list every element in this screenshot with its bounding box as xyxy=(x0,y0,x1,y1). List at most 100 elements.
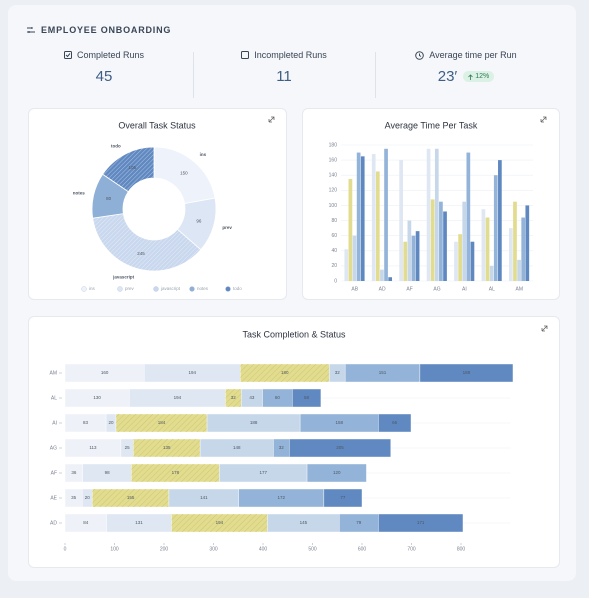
bar xyxy=(360,156,365,281)
value-label: 184 xyxy=(158,420,166,425)
x-tick-label: AB xyxy=(351,286,358,292)
bar-segment xyxy=(323,488,363,508)
x-tick-label: AL xyxy=(489,286,495,292)
value-label: 32 xyxy=(335,370,341,375)
x-tick-label: AG xyxy=(433,286,440,292)
x-tick-label: AI xyxy=(462,286,467,292)
x-tick-label: AM xyxy=(516,286,524,292)
bar xyxy=(380,269,384,281)
bar-chart: Average Time Per Task 0 20 40 60 80 100 120 140… xyxy=(329,116,547,292)
value-label: 105 xyxy=(128,165,136,170)
value-label: 177 xyxy=(259,470,267,475)
value-label: 35 xyxy=(71,495,77,500)
x-tick-label: 700 xyxy=(407,546,416,552)
y-tick-label: 120 xyxy=(329,188,338,194)
y-tick-label: 180 xyxy=(329,142,338,148)
legend-label: todo xyxy=(233,286,242,291)
expand-icon[interactable] xyxy=(268,116,275,123)
value-label: 66 xyxy=(392,420,398,425)
value-label: 141 xyxy=(200,495,208,500)
x-tick-label: 500 xyxy=(308,546,317,552)
value-label: 131 xyxy=(135,520,143,525)
bar xyxy=(430,199,435,281)
bar xyxy=(426,148,431,281)
segment-label: prev xyxy=(222,225,232,230)
value-label: 148 xyxy=(233,445,241,450)
bar-panel: Average Time Per Task 0 20 40 60 80 100 120 140… xyxy=(302,108,560,300)
kpi-label: Completed Runs xyxy=(76,50,145,60)
legend-swatch xyxy=(81,286,87,292)
bar xyxy=(344,249,349,281)
x-tick-label: 400 xyxy=(259,546,268,552)
value-label: 120 xyxy=(333,470,341,475)
kpi-value: 23′ xyxy=(437,68,458,85)
value-label: 145 xyxy=(300,520,308,525)
bar xyxy=(411,235,416,281)
x-tick-label: AD xyxy=(379,286,386,292)
y-tick-label: AD xyxy=(50,520,57,526)
bar xyxy=(509,228,513,281)
value-label: 113 xyxy=(89,445,97,450)
legend-label: notes xyxy=(197,286,209,291)
value-label: 20 xyxy=(109,420,115,425)
stacked-panel: Task Completion & Status AM 160 194 180 32 15… xyxy=(28,316,560,568)
legend-swatch xyxy=(153,286,159,292)
legend-label: prev xyxy=(125,286,135,291)
value-label: 58 xyxy=(304,395,310,400)
donut-chart: Overall Task Status 150 ins ins 96 prev prev 2… xyxy=(73,116,275,292)
bar xyxy=(454,241,458,281)
value-label: 155 xyxy=(127,495,135,500)
up-arrow xyxy=(468,73,474,80)
flow-icon xyxy=(27,26,35,33)
bar xyxy=(521,217,526,281)
value-label: 194 xyxy=(174,395,182,400)
bar xyxy=(356,152,361,281)
separator xyxy=(193,52,194,98)
bar xyxy=(388,277,393,281)
dashboard-title: EMPLOYEE ONBOARDING xyxy=(41,25,172,35)
bar xyxy=(399,160,403,281)
bar xyxy=(458,234,462,281)
value-label: 84 xyxy=(83,520,89,525)
y-tick-label: 40 xyxy=(331,248,337,254)
bar-segment xyxy=(289,438,391,458)
bar xyxy=(493,175,498,281)
legend-label: javascript xyxy=(160,286,181,291)
expand-icon[interactable] xyxy=(541,325,548,332)
chart-title: Average Time Per Task xyxy=(385,120,478,130)
value-label: 32 xyxy=(279,445,285,450)
kpi-label: Incompleted Runs xyxy=(254,50,327,60)
y-tick-label: AM xyxy=(50,370,58,376)
bar xyxy=(415,231,420,281)
value-label: 98 xyxy=(105,470,111,475)
value-label: 178 xyxy=(172,470,180,475)
square-icon xyxy=(241,51,250,59)
bar xyxy=(384,148,388,281)
bar xyxy=(407,220,412,281)
bar xyxy=(481,209,486,281)
expand-icon[interactable] xyxy=(540,116,547,123)
value-label: 79 xyxy=(356,520,362,525)
value-label: 96 xyxy=(196,219,202,224)
bar-segment xyxy=(378,513,464,533)
segment-label: notes xyxy=(73,190,85,195)
dashboard-card: EMPLOYEE ONBOARDING Completed Runs 45 In… xyxy=(8,5,576,581)
value-label: 171 xyxy=(417,520,425,525)
value-label: 25 xyxy=(125,445,131,450)
value-label: 180 xyxy=(281,370,289,375)
y-tick-label: AF xyxy=(51,470,57,476)
kpi-value: 11 xyxy=(276,68,292,85)
hatch-overlay xyxy=(92,489,169,507)
y-tick-label: 100 xyxy=(329,203,338,209)
y-tick-label: 140 xyxy=(329,173,338,179)
x-tick-label: 200 xyxy=(160,546,169,552)
value-label: 135 xyxy=(163,445,171,450)
bar xyxy=(375,171,380,281)
value-label: 188 xyxy=(250,420,258,425)
value-label: 20 xyxy=(85,495,91,500)
bar xyxy=(489,265,494,281)
value-label: 151 xyxy=(379,370,387,375)
hatch-overlay xyxy=(240,364,330,382)
value-label: 80 xyxy=(106,196,112,201)
